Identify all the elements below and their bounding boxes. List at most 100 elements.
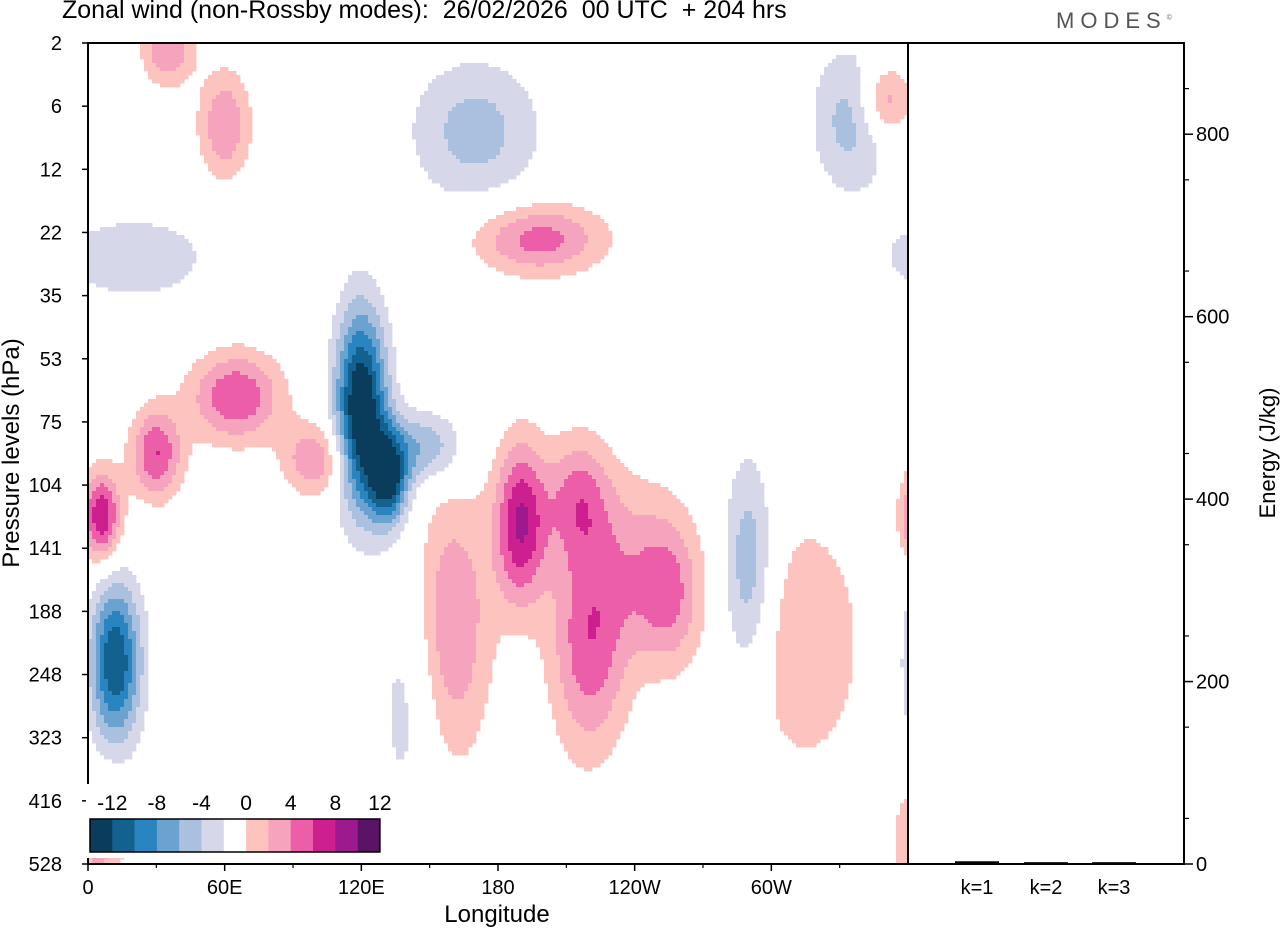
heatmap-cell: [180, 71, 185, 76]
heatmap-cell: [500, 455, 505, 460]
heatmap-cell: [452, 179, 457, 184]
heatmap-cell: [552, 251, 557, 256]
heatmap-cell: [204, 83, 209, 88]
heatmap-cell: [356, 447, 361, 452]
heatmap-cell: [212, 439, 217, 444]
heatmap-cell: [364, 291, 369, 296]
heatmap-cell: [448, 143, 453, 148]
heatmap-cell: [196, 371, 201, 376]
heatmap-cell: [504, 119, 509, 124]
heatmap-cell: [216, 371, 221, 376]
heatmap-cell: [864, 167, 869, 172]
heatmap-cell: [336, 403, 341, 408]
heatmap-cell: [508, 127, 513, 132]
heatmap-cell: [112, 239, 117, 244]
heatmap-cell: [184, 419, 189, 424]
heatmap-cell: [360, 403, 365, 408]
heatmap-cell: [244, 111, 249, 116]
heatmap-cell: [468, 187, 473, 192]
heatmap-cell: [608, 467, 613, 472]
heatmap-cell: [216, 75, 221, 80]
heatmap-cell: [344, 447, 349, 452]
heatmap-cell: [276, 439, 281, 444]
heatmap-cell: [560, 231, 565, 236]
heatmap-cell: [368, 375, 373, 380]
heatmap-cell: [584, 463, 589, 468]
heatmap-cell: [108, 239, 113, 244]
heatmap-cell: [832, 167, 837, 172]
heatmap-cell: [440, 119, 445, 124]
heatmap-cell: [380, 391, 385, 396]
heatmap-cell: [232, 407, 237, 412]
heatmap-cell: [152, 459, 157, 464]
heatmap-cell: [472, 63, 477, 68]
heatmap-cell: [844, 107, 849, 112]
heatmap-cell: [136, 439, 141, 444]
heatmap-cell: [824, 75, 829, 80]
heatmap-cell: [300, 463, 305, 468]
heatmap-cell: [368, 359, 373, 364]
heatmap-cell: [524, 115, 529, 120]
heatmap-cell: [224, 395, 229, 400]
heatmap-cell: [176, 439, 181, 444]
heatmap-cell: [192, 391, 197, 396]
heatmap-cell: [416, 455, 421, 460]
heatmap-cell: [100, 471, 105, 476]
heatmap-cell: [452, 123, 457, 128]
heatmap-cell: [816, 115, 821, 120]
heatmap-cell: [892, 95, 897, 100]
heatmap-cell: [844, 83, 849, 88]
heatmap-cell: [384, 363, 389, 368]
heatmap-cell: [296, 439, 301, 444]
heatmap-cell: [420, 415, 425, 420]
heatmap-cell: [840, 107, 845, 112]
heatmap-cell: [440, 447, 445, 452]
heatmap-cell: [208, 87, 213, 92]
heatmap-cell: [132, 259, 137, 264]
heatmap-cell: [208, 131, 213, 136]
heatmap-cell: [888, 87, 893, 92]
heatmap-cell: [496, 95, 501, 100]
heatmap-cell: [160, 255, 165, 260]
heatmap-cell: [360, 327, 365, 332]
heatmap-cell: [844, 163, 849, 168]
heatmap-cell: [164, 55, 169, 60]
heatmap-cell: [356, 403, 361, 408]
heatmap-cell: [540, 259, 545, 264]
heatmap-cell: [552, 447, 557, 452]
heatmap-cell: [520, 439, 525, 444]
heatmap-cell: [184, 391, 189, 396]
heatmap-cell: [328, 355, 333, 360]
heatmap-cell: [524, 275, 529, 280]
heatmap-cell: [384, 323, 389, 328]
heatmap-cell: [496, 135, 501, 140]
heatmap-cell: [392, 383, 397, 388]
heatmap-cell: [836, 135, 841, 140]
heatmap-cell: [352, 371, 357, 376]
heatmap-cell: [332, 363, 337, 368]
heatmap-cell: [596, 251, 601, 256]
heatmap-cell: [332, 339, 337, 344]
heatmap-cell: [368, 307, 373, 312]
heatmap-cell: [544, 455, 549, 460]
heatmap-cell: [360, 463, 365, 468]
heatmap-cell: [384, 391, 389, 396]
heatmap-cell: [516, 447, 521, 452]
heatmap-cell: [508, 231, 513, 236]
heatmap-cell: [376, 407, 381, 412]
heatmap-cell: [152, 415, 157, 420]
heatmap-cell: [200, 87, 205, 92]
heatmap-cell: [120, 247, 125, 252]
heatmap-cell: [180, 439, 185, 444]
heatmap-cell: [452, 439, 457, 444]
heatmap-cell: [512, 79, 517, 84]
heatmap-cell: [828, 151, 833, 156]
heatmap-cell: [496, 123, 501, 128]
heatmap-cell: [564, 439, 569, 444]
heatmap-cell: [844, 147, 849, 152]
heatmap-cell: [268, 427, 273, 432]
heatmap-cell: [444, 451, 449, 456]
heatmap-cell: [604, 223, 609, 228]
heatmap-cell: [376, 435, 381, 440]
heatmap-cell: [180, 243, 185, 248]
